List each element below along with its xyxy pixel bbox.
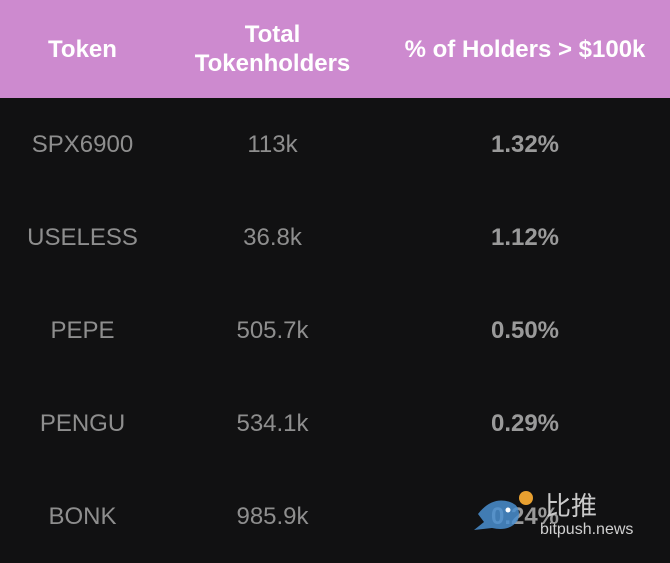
- table-cell: 1.12%: [490, 223, 560, 251]
- table-cell: 113k: [247, 130, 298, 158]
- table-row: BONK 985.9k 0.24%: [0, 470, 670, 563]
- table-cell: 505.7k: [236, 316, 309, 344]
- header-text: % of Holders > $100k: [404, 35, 646, 63]
- header-cell: Total Tokenholders: [165, 0, 380, 98]
- header-text: Total Tokenholders: [194, 21, 351, 77]
- table-row: USELESS 36.8k 1.12%: [0, 191, 670, 284]
- table-cell: 1.32%: [490, 130, 560, 158]
- table-cell: BONK: [48, 502, 117, 530]
- table-cell: 0.50%: [490, 316, 560, 344]
- header-row: Token Total Tokenholders % of Holders > …: [0, 0, 670, 98]
- header-cell: Token: [0, 0, 165, 98]
- table-header: Token Total Tokenholders % of Holders > …: [0, 0, 670, 98]
- header-text: Token: [48, 35, 117, 63]
- table-cell: 534.1k: [236, 409, 309, 437]
- watermark-brand: 比推: [545, 491, 598, 521]
- watermark-bird: [474, 491, 533, 530]
- table-cell: 36.8k: [243, 223, 302, 251]
- table-cell: USELESS: [27, 223, 138, 251]
- table-row: PENGU 534.1k 0.29%: [0, 377, 670, 470]
- watermark-site: bitpush.news: [540, 521, 634, 538]
- table-cell: PEPE: [50, 316, 115, 344]
- table-row: SPX6900 113k 1.32%: [0, 98, 670, 191]
- watermark: 比推 bitpush.news: [470, 482, 670, 542]
- table-body: SPX6900 113k 1.32% USELESS 36.8k 1.12% PEPE 505…: [0, 98, 670, 563]
- table-cell: SPX6900: [31, 130, 134, 158]
- table-cell: 0.29%: [490, 409, 560, 437]
- table-cell: 985.9k: [236, 502, 309, 530]
- table-cell: PENGU: [39, 409, 126, 437]
- table-row: PEPE 505.7k 0.50%: [0, 284, 670, 377]
- header-cell: % of Holders > $100k: [380, 0, 670, 98]
